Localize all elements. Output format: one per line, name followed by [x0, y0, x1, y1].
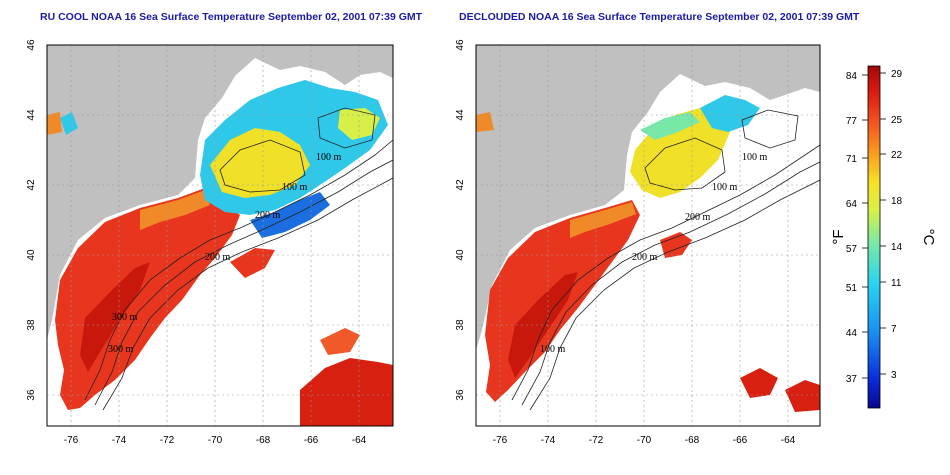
- left-lat-axis: 46 44 42 40 38 36: [26, 39, 37, 401]
- c-tick-2: 25: [891, 115, 903, 126]
- right-se-warm: [740, 368, 820, 412]
- colorbar-gradient: [867, 65, 881, 409]
- right-orange-band: [570, 202, 636, 238]
- right-lon-tick-7: -64: [781, 435, 796, 446]
- right-map-frame: [475, 44, 821, 427]
- left-lat-tick-5: 38: [26, 319, 37, 331]
- f-tick-1: 84: [846, 71, 858, 82]
- left-lon-tick-5: -68: [256, 435, 271, 446]
- f-tick-5: 57: [846, 244, 858, 255]
- right-contour-label-4: 200 m: [632, 252, 658, 263]
- left-mid-patch: [230, 248, 275, 278]
- left-lon-tick-3: -72: [160, 435, 175, 446]
- c-tick-6: 11: [891, 278, 902, 289]
- right-lon-axis: -76 -74 -72 -70 -68 -66 -64: [493, 435, 796, 446]
- right-contour-label-1: 100 m: [742, 152, 768, 163]
- right-lat-axis: 46 44 42 40 38 36: [455, 39, 466, 401]
- left-hot-water: [80, 262, 150, 372]
- right-lon-tick-3: -72: [589, 435, 604, 446]
- left-lat-tick-2: 44: [26, 109, 37, 121]
- left-warm-water: [55, 188, 240, 410]
- fahrenheit-unit-label: °F: [830, 229, 847, 244]
- c-tick-5: 14: [891, 242, 903, 253]
- right-contour-label-5: 100 m: [540, 344, 566, 355]
- left-lon-tick-4: -70: [208, 435, 223, 446]
- right-lat-tick-4: 40: [455, 249, 466, 261]
- right-lat-tick-3: 42: [455, 179, 466, 191]
- f-tick-3: 71: [846, 154, 858, 165]
- right-land: [476, 45, 820, 350]
- left-lon-tick-7: -64: [352, 435, 367, 446]
- celsius-unit-label: °C: [920, 229, 937, 246]
- left-lon-tick-6: -66: [304, 435, 319, 446]
- left-se-warm: [300, 358, 393, 426]
- left-map-frame: [46, 44, 394, 427]
- right-nw-warm-patch: [476, 112, 494, 132]
- right-lon-tick-1: -76: [493, 435, 508, 446]
- left-contour-label-1: 100 m: [316, 152, 342, 163]
- left-lat-tick-3: 42: [26, 179, 37, 191]
- right-lon-tick-4: -70: [637, 435, 652, 446]
- right-lon-tick-5: -68: [685, 435, 700, 446]
- left-contour-label-5: 300 m: [112, 312, 138, 323]
- right-bathymetry-contours: [511, 109, 820, 411]
- right-lat-tick-5: 38: [455, 319, 466, 331]
- left-graticule: [47, 45, 393, 426]
- left-contour-label-4: 200 m: [205, 252, 231, 263]
- left-lat-tick-1: 46: [26, 39, 37, 51]
- right-map-title: DECLOUDED NOAA 16 Sea Surface Temperatur…: [459, 11, 860, 23]
- left-nw-warm-patch: [47, 112, 62, 135]
- right-lon-tick-2: -74: [541, 435, 556, 446]
- right-lat-tick-1: 46: [455, 39, 466, 51]
- left-yellow-water: [210, 128, 310, 198]
- left-lon-tick-2: -74: [112, 435, 127, 446]
- c-tick-1: 29: [891, 69, 903, 80]
- colorbar: 84 77 71 64 57 51 44 37 29 25 22 18 14 1…: [830, 65, 937, 409]
- left-contour-label-2: 100 m: [282, 182, 308, 193]
- f-tick-8: 37: [846, 374, 858, 385]
- c-tick-7: 7: [891, 324, 897, 335]
- f-tick-7: 44: [846, 328, 858, 339]
- left-lightgreen-water: [338, 108, 380, 140]
- right-cyan-water: [700, 95, 760, 132]
- colorbar-ticks: [862, 72, 886, 379]
- f-tick-6: 51: [846, 283, 858, 294]
- right-graticule: [476, 45, 820, 426]
- left-bathymetry-contours: [84, 107, 393, 411]
- left-se-patch: [320, 328, 360, 355]
- right-lon-tick-6: -66: [733, 435, 748, 446]
- right-lat-tick-6: 36: [455, 389, 466, 401]
- c-tick-8: 3: [891, 370, 897, 381]
- left-lon-tick-1: -76: [64, 435, 79, 446]
- right-lat-tick-2: 44: [455, 109, 466, 121]
- right-contour-label-2: 100 m: [712, 182, 738, 193]
- right-mid-patch: [660, 232, 692, 258]
- left-lat-tick-4: 40: [26, 249, 37, 261]
- right-green-water: [640, 112, 700, 140]
- left-lat-tick-6: 36: [26, 389, 37, 401]
- f-tick-2: 77: [846, 116, 858, 127]
- right-contour-label-3: 200 m: [685, 212, 711, 223]
- right-map-panel: 100 m 100 m 200 m 200 m 100 m: [475, 44, 821, 427]
- left-land: [47, 45, 393, 340]
- f-tick-4: 64: [846, 199, 858, 210]
- c-tick-3: 22: [891, 150, 903, 161]
- left-map-panel: 100 m 100 m 200 m 200 m 300 m 300 m: [46, 44, 394, 427]
- left-contour-label-6: 300 m: [108, 344, 134, 355]
- c-tick-4: 18: [891, 196, 903, 207]
- left-orange-band: [140, 190, 210, 230]
- left-lon-axis: -76 -74 -72 -70 -68 -66 -64: [64, 435, 367, 446]
- left-nw-patch: [60, 112, 78, 135]
- left-map-title: RU COOL NOAA 16 Sea Surface Temperature …: [40, 11, 423, 23]
- left-contour-label-3: 200 m: [255, 210, 281, 221]
